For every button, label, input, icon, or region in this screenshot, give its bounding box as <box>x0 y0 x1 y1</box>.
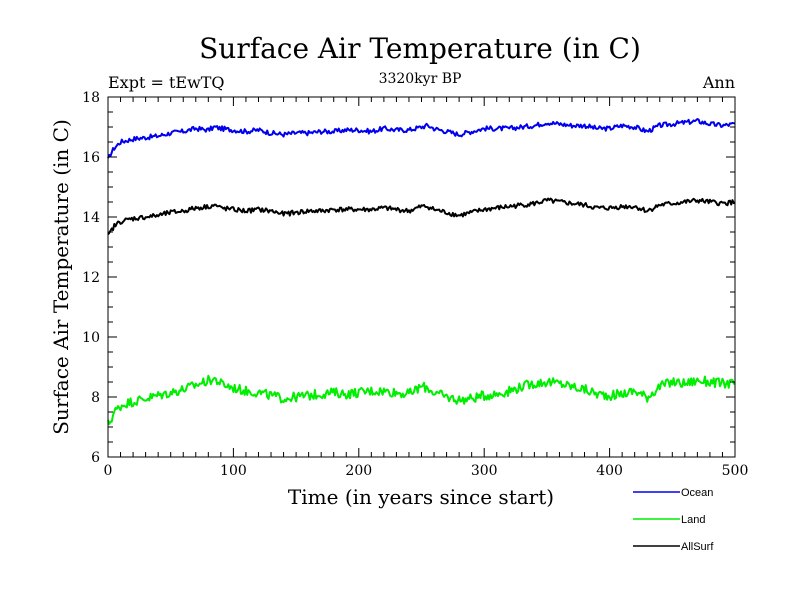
x-tick-label: 200 <box>345 463 372 479</box>
series-layer <box>107 117 736 425</box>
x-tick-label: 0 <box>104 463 113 479</box>
legend-label-land: Land <box>681 514 705 526</box>
y-tick-label: 16 <box>82 150 100 166</box>
x-tick-label: 300 <box>471 463 498 479</box>
x-tick-label: 400 <box>596 463 623 479</box>
x-tick-label: 500 <box>722 463 749 479</box>
series-line-ocean <box>107 117 736 159</box>
x-axis-label: Time (in years since start) <box>288 485 554 509</box>
plot-frame <box>107 96 736 458</box>
y-tick-label: 14 <box>82 210 100 226</box>
y-tick-label: 6 <box>91 450 100 466</box>
x-tick-label: 100 <box>220 463 247 479</box>
legend-label-ocean: Ocean <box>681 487 713 499</box>
y-tick-label: 12 <box>82 270 100 286</box>
y-tick-label: 10 <box>82 330 100 346</box>
y-axis-label: Surface Air Temperature (in C) <box>49 119 73 435</box>
series-line-allsurf <box>107 197 736 236</box>
chart-title: Surface Air Temperature (in C) <box>199 32 641 65</box>
legend: Ocean Land AllSurf <box>633 487 714 553</box>
series-line-land <box>107 374 736 425</box>
y-tick-label: 8 <box>91 390 100 406</box>
experiment-label: Expt = tEwTQ <box>108 73 225 92</box>
y-tick-label: 18 <box>82 90 100 106</box>
chart-subtitle: 3320kyr BP <box>379 71 462 87</box>
season-label: Ann <box>702 73 735 92</box>
axis-layer: 0 100 200 300 400 500 6 8 10 12 14 16 18 <box>82 90 748 479</box>
legend-label-allsurf: AllSurf <box>681 541 714 553</box>
